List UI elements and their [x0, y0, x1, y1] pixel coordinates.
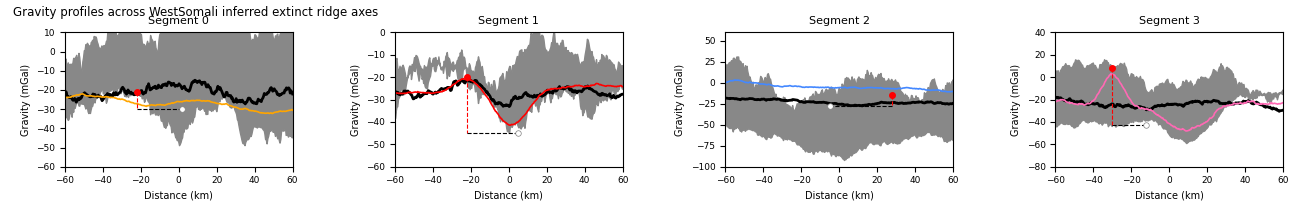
X-axis label: Distance (km): Distance (km): [144, 191, 213, 201]
Y-axis label: Gravity (mGal): Gravity (mGal): [21, 64, 31, 136]
Title: Segment 1: Segment 1: [478, 16, 539, 26]
X-axis label: Distance (km): Distance (km): [1135, 191, 1204, 201]
Y-axis label: Gravity (mGal): Gravity (mGal): [1011, 64, 1021, 136]
X-axis label: Distance (km): Distance (km): [805, 191, 874, 201]
X-axis label: Distance (km): Distance (km): [474, 191, 543, 201]
Y-axis label: Gravity (mGal): Gravity (mGal): [351, 64, 360, 136]
Title: Segment 0: Segment 0: [148, 16, 209, 26]
Title: Segment 2: Segment 2: [809, 16, 870, 26]
Title: Segment 3: Segment 3: [1139, 16, 1200, 26]
Y-axis label: Gravity (mGal): Gravity (mGal): [675, 64, 686, 136]
Text: Gravity profiles across WestSomali inferred extinct ridge axes: Gravity profiles across WestSomali infer…: [13, 6, 378, 19]
